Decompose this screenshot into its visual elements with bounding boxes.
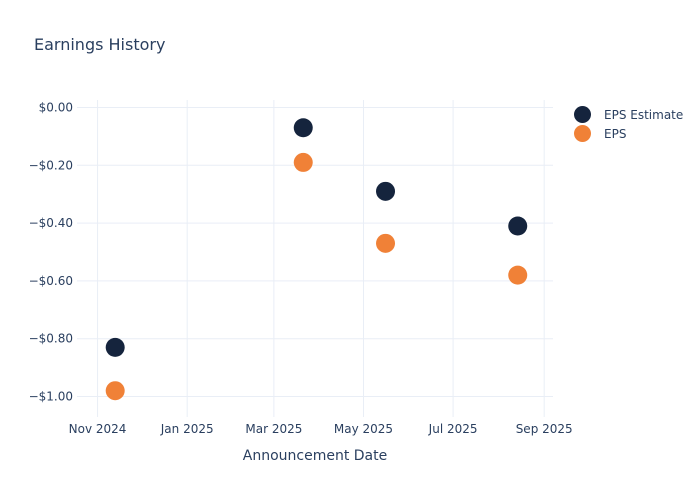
- data-point-eps: [508, 265, 528, 285]
- legend-label-eps: EPS: [604, 126, 627, 141]
- legend-label-eps-estimate: EPS Estimate: [604, 107, 684, 122]
- y-tick-label: $0.00: [39, 101, 73, 115]
- legend-marker-eps-icon: [574, 125, 591, 142]
- x-tick-label: Mar 2025: [245, 422, 302, 436]
- chart-title: Earnings History: [34, 35, 166, 54]
- y-tick-label: −$0.20: [29, 158, 73, 172]
- legend-item-eps[interactable]: EPS: [574, 124, 683, 143]
- y-tick-label: −$1.00: [29, 389, 73, 403]
- y-tick-label: −$0.80: [29, 332, 73, 346]
- x-tick-label: Sep 2025: [516, 422, 573, 436]
- data-point-eps-estimate: [508, 216, 528, 236]
- legend-item-eps-estimate[interactable]: EPS Estimate: [574, 105, 683, 124]
- x-tick-label: May 2025: [334, 422, 393, 436]
- data-point-eps: [376, 233, 396, 253]
- data-point-eps: [293, 152, 313, 172]
- x-axis-title: Announcement Date: [242, 448, 388, 464]
- x-tick-label: Jul 2025: [428, 422, 478, 436]
- data-point-eps-estimate: [293, 118, 313, 138]
- data-point-eps: [105, 381, 125, 401]
- y-tick-label: −$0.40: [29, 216, 73, 230]
- legend-marker-eps-estimate-icon: [574, 106, 591, 123]
- x-tick-label: Jan 2025: [160, 422, 214, 436]
- y-tick-label: −$0.60: [29, 274, 73, 288]
- x-tick-label: Nov 2024: [69, 422, 127, 436]
- data-point-eps-estimate: [376, 181, 396, 201]
- data-point-eps-estimate: [105, 337, 125, 357]
- legend: EPS Estimate EPS: [574, 105, 683, 143]
